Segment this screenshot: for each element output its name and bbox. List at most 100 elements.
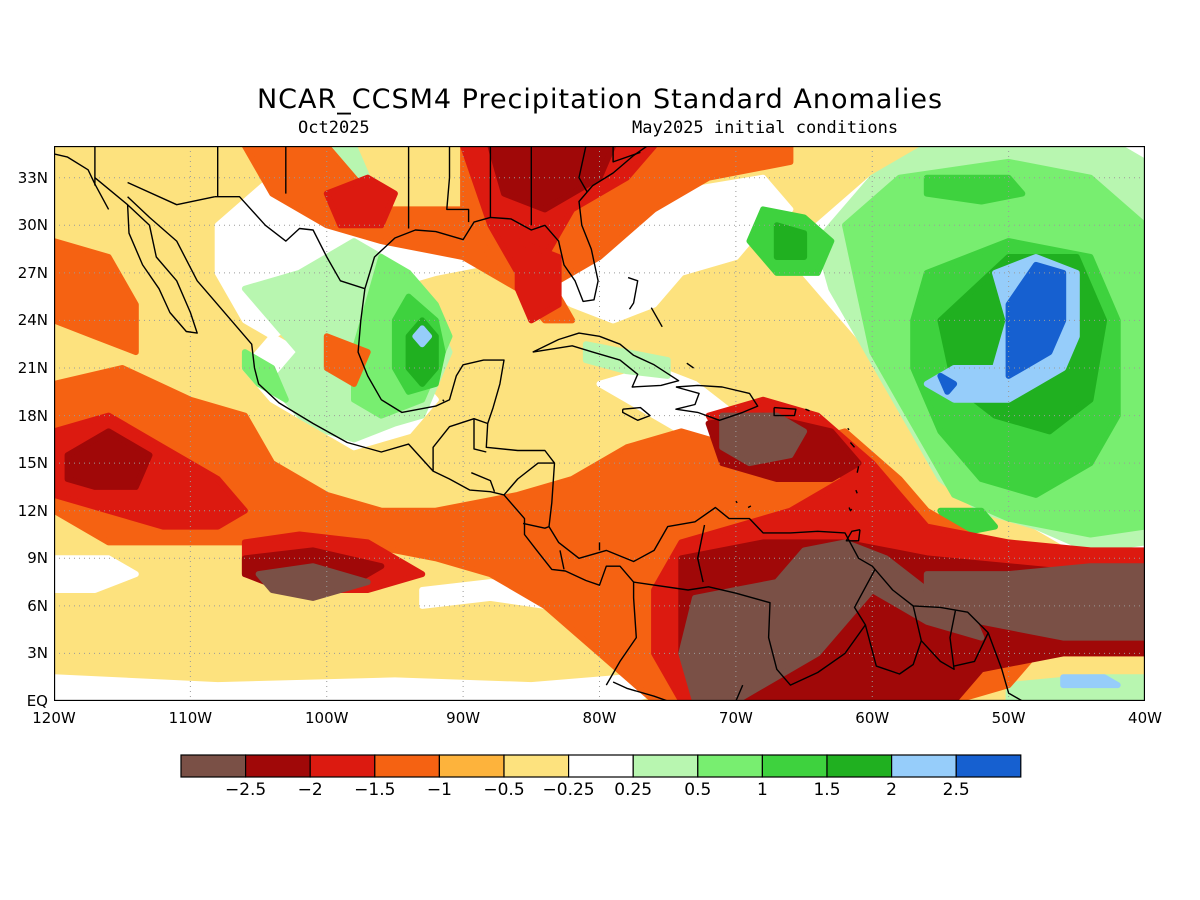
coastline-border bbox=[503, 462, 555, 496]
init-conditions: May2025 initial conditions bbox=[632, 118, 899, 138]
anomaly-region bbox=[54, 674, 685, 701]
legend-label: 2.5 bbox=[942, 780, 970, 800]
coastline-border bbox=[578, 146, 588, 193]
lat-tick-label: 18N bbox=[17, 406, 48, 425]
lon-tick-label: 80W bbox=[582, 709, 617, 727]
coastline-border bbox=[686, 362, 695, 369]
anomaly-region bbox=[937, 372, 958, 395]
coastline-border bbox=[442, 399, 445, 402]
legend-label: 0.5 bbox=[684, 780, 712, 800]
legend-swatch bbox=[761, 754, 828, 778]
lon-tick-label: 70W bbox=[718, 709, 753, 727]
coastline-border bbox=[650, 307, 663, 328]
legend-swatch bbox=[244, 754, 311, 778]
coastline-border bbox=[845, 529, 861, 542]
coastline-border bbox=[675, 384, 759, 421]
coastline-border bbox=[864, 605, 922, 675]
coastline-border bbox=[697, 524, 706, 583]
coastline-border bbox=[612, 681, 668, 701]
legend-swatch bbox=[955, 754, 1022, 778]
valid-month: Oct2025 bbox=[298, 118, 370, 138]
legend-label: 0.25 bbox=[614, 780, 653, 800]
anomaly-region bbox=[1060, 674, 1121, 689]
coastline-border bbox=[471, 472, 496, 492]
anomaly-region bbox=[255, 563, 371, 601]
coastline-border bbox=[532, 332, 680, 388]
legend-label: −1 bbox=[426, 780, 452, 800]
lon-tick-label: 40W bbox=[1128, 709, 1162, 727]
legend-label: 2 bbox=[886, 780, 897, 800]
anomaly-region bbox=[582, 341, 671, 379]
coastline-border bbox=[856, 466, 860, 473]
coastline-border bbox=[805, 408, 810, 412]
coastline-border bbox=[848, 507, 853, 512]
legend-label: 1.5 bbox=[813, 780, 841, 800]
coastline-border bbox=[847, 427, 850, 431]
anomaly-region bbox=[514, 238, 562, 324]
coastline-border bbox=[127, 181, 216, 206]
legend-label: −2.5 bbox=[224, 780, 267, 800]
anomaly-map bbox=[54, 146, 1145, 701]
legend-swatch bbox=[180, 754, 247, 778]
anomaly-region bbox=[923, 563, 1145, 641]
coastline-border bbox=[522, 522, 550, 529]
coastline-border bbox=[735, 684, 744, 701]
color-legend bbox=[180, 754, 1022, 778]
lon-tick-label: 50W bbox=[991, 709, 1026, 727]
coastline-border bbox=[612, 146, 641, 163]
coastline-border bbox=[747, 505, 752, 509]
coastline-border bbox=[54, 153, 110, 210]
coastlines-borders bbox=[54, 146, 1023, 701]
lon-tick-label: 60W bbox=[855, 709, 890, 727]
coastline-border bbox=[94, 177, 198, 334]
coastline-border bbox=[214, 196, 366, 290]
coastline-border bbox=[735, 500, 738, 504]
lat-tick-label: 3N bbox=[27, 644, 48, 663]
anomaly-region bbox=[412, 325, 432, 348]
legend-label: 1 bbox=[756, 780, 768, 800]
anomaly-region bbox=[323, 174, 398, 229]
legend-swatch bbox=[890, 754, 957, 778]
coastline-border bbox=[432, 418, 488, 472]
plot-title: NCAR_CCSM4 Precipitation Standard Anomal… bbox=[256, 84, 944, 115]
lon-tick-label: 120W bbox=[32, 709, 76, 727]
coastline-border bbox=[855, 489, 858, 494]
anomaly-region bbox=[773, 222, 808, 260]
legend-swatch bbox=[438, 754, 505, 778]
legend-swatch bbox=[309, 754, 376, 778]
legend-swatch bbox=[826, 754, 893, 778]
coastline-border bbox=[446, 146, 470, 223]
lat-tick-label: 24N bbox=[17, 311, 48, 330]
lat-tick-label: 15N bbox=[17, 454, 48, 473]
anomaly-region bbox=[54, 238, 139, 356]
anomaly-region bbox=[923, 174, 1026, 205]
lon-tick-label: 100W bbox=[305, 709, 349, 727]
anomaly-region bbox=[64, 428, 153, 490]
anomaly-region bbox=[323, 333, 371, 387]
coastline-border bbox=[849, 442, 856, 448]
coastline-border bbox=[364, 146, 648, 303]
legend-swatch bbox=[697, 754, 763, 778]
legend-label: −1.5 bbox=[354, 780, 396, 800]
lat-tick-label: 27N bbox=[17, 263, 48, 282]
coastline-border bbox=[127, 196, 637, 686]
legend-swatch bbox=[568, 754, 634, 778]
legend-swatch bbox=[503, 754, 570, 778]
lat-tick-label: 21N bbox=[17, 359, 48, 377]
anomaly-region bbox=[1005, 261, 1067, 379]
legend-label: −0.25 bbox=[542, 780, 595, 800]
coastline-border bbox=[953, 632, 989, 667]
legend-label: −2 bbox=[297, 780, 323, 800]
coastline-border bbox=[622, 406, 651, 421]
coastline-border bbox=[559, 550, 565, 570]
map-frame bbox=[54, 146, 1145, 701]
coastline-border bbox=[920, 610, 957, 670]
gridlines bbox=[54, 146, 1145, 701]
anomaly-region bbox=[678, 539, 985, 701]
lat-tick-label: 12N bbox=[17, 501, 48, 520]
coastline-border bbox=[627, 276, 639, 310]
lat-tick-label: 33N bbox=[17, 168, 48, 187]
anomaly-region bbox=[241, 349, 289, 403]
lat-tick-label: 30N bbox=[17, 216, 48, 235]
coastline-border bbox=[357, 288, 1023, 701]
